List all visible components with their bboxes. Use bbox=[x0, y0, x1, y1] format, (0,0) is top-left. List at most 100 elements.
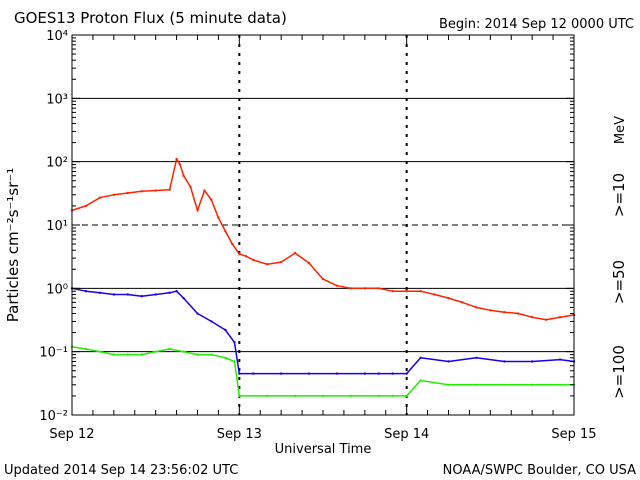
x-axis-label: Universal Time bbox=[275, 442, 372, 457]
y-tick-label: 10⁻¹ bbox=[39, 346, 68, 361]
data-point bbox=[447, 360, 450, 363]
legend-series-50: >=50 bbox=[610, 260, 628, 304]
data-point bbox=[405, 394, 408, 398]
data-point bbox=[530, 360, 534, 363]
data-point bbox=[391, 290, 394, 293]
data-point bbox=[168, 188, 171, 191]
data-point bbox=[182, 174, 185, 177]
data-point bbox=[433, 293, 436, 296]
y-tick-label: 10⁰ bbox=[46, 282, 68, 297]
data-point bbox=[419, 356, 422, 360]
data-point bbox=[210, 198, 213, 201]
data-point bbox=[335, 372, 339, 375]
data-point bbox=[447, 383, 450, 386]
data-point bbox=[154, 350, 157, 353]
grid-lines bbox=[72, 35, 574, 415]
data-point bbox=[178, 163, 182, 166]
data-point bbox=[84, 290, 88, 293]
data-point bbox=[293, 394, 297, 398]
data-point bbox=[363, 287, 367, 290]
data-point bbox=[98, 291, 102, 295]
data-point bbox=[140, 353, 143, 356]
credit-text: NOAA/SWPC Boulder, CO USA bbox=[443, 463, 636, 478]
data-point bbox=[252, 372, 255, 375]
data-point bbox=[196, 312, 199, 315]
y-axis-ticks: 10⁻² 10⁻¹ 10⁰ 10¹ 10² 10³ 10⁴ bbox=[39, 29, 574, 424]
data-point bbox=[238, 252, 241, 256]
data-point bbox=[233, 360, 236, 363]
data-point bbox=[196, 209, 199, 212]
data-point bbox=[419, 379, 422, 382]
data-point bbox=[321, 277, 325, 281]
data-point bbox=[112, 353, 116, 356]
data-point bbox=[189, 185, 192, 189]
y-tick-label: 10⁻² bbox=[39, 409, 68, 424]
data-point bbox=[224, 356, 227, 360]
data-point bbox=[140, 190, 143, 193]
data-point bbox=[126, 293, 129, 296]
x-tick-label: Sep 15 bbox=[551, 427, 596, 442]
data-point bbox=[126, 191, 129, 195]
data-point bbox=[245, 255, 248, 258]
chart-title: GOES13 Proton Flux (5 minute data) bbox=[14, 9, 287, 27]
x-axis-ticks: Sep 12 Sep 13 Sep 14 Sep 15 bbox=[49, 35, 597, 442]
data-point bbox=[489, 309, 492, 312]
data-point bbox=[349, 287, 353, 290]
data-point bbox=[217, 216, 220, 219]
y-tick-label: 10³ bbox=[46, 92, 68, 107]
data-point bbox=[182, 296, 185, 300]
data-point bbox=[307, 261, 311, 265]
x-tick-label: Sep 12 bbox=[49, 427, 94, 442]
legend-series-10: >=10 bbox=[610, 173, 628, 217]
data-point bbox=[238, 394, 241, 398]
data-point bbox=[84, 204, 88, 208]
data-point bbox=[558, 316, 562, 319]
data-point bbox=[558, 358, 562, 361]
data-point bbox=[530, 383, 534, 386]
data-point bbox=[405, 290, 408, 293]
data-point bbox=[210, 353, 213, 356]
data-point bbox=[266, 394, 269, 398]
x-tick-label: Sep 13 bbox=[217, 427, 262, 442]
data-point bbox=[503, 310, 506, 314]
series-line-50mev bbox=[71, 287, 575, 375]
data-point bbox=[363, 372, 367, 375]
data-point bbox=[196, 353, 199, 356]
data-point bbox=[335, 284, 339, 287]
data-point bbox=[461, 301, 464, 304]
data-point bbox=[530, 316, 534, 319]
data-point bbox=[175, 157, 178, 161]
data-point bbox=[377, 394, 380, 398]
data-point bbox=[238, 372, 241, 375]
data-point bbox=[210, 320, 213, 323]
legend-series-100: >=100 bbox=[610, 345, 628, 399]
data-point bbox=[503, 360, 506, 363]
data-point bbox=[224, 328, 227, 332]
data-point bbox=[475, 383, 478, 386]
data-point bbox=[168, 347, 171, 351]
data-point bbox=[544, 318, 548, 321]
data-point bbox=[224, 229, 227, 233]
data-point bbox=[475, 356, 478, 360]
data-point bbox=[126, 353, 129, 356]
data-point bbox=[112, 293, 116, 296]
data-point bbox=[266, 263, 269, 266]
data-point bbox=[154, 189, 157, 192]
data-point bbox=[140, 295, 143, 298]
data-point bbox=[391, 394, 394, 398]
data-point bbox=[231, 242, 234, 246]
y-tick-label: 10¹ bbox=[46, 219, 68, 234]
data-point bbox=[233, 341, 236, 344]
updated-time: Updated 2014 Sep 14 23:56:02 UTC bbox=[4, 463, 238, 478]
data-point bbox=[203, 189, 206, 192]
data-point bbox=[517, 312, 520, 315]
data-point bbox=[98, 196, 102, 199]
data-point bbox=[447, 296, 450, 300]
data-point bbox=[391, 372, 394, 375]
data-point bbox=[377, 372, 380, 375]
data-point bbox=[112, 193, 116, 196]
data-point bbox=[558, 383, 562, 386]
data-point bbox=[307, 372, 311, 375]
data-point bbox=[419, 290, 422, 293]
